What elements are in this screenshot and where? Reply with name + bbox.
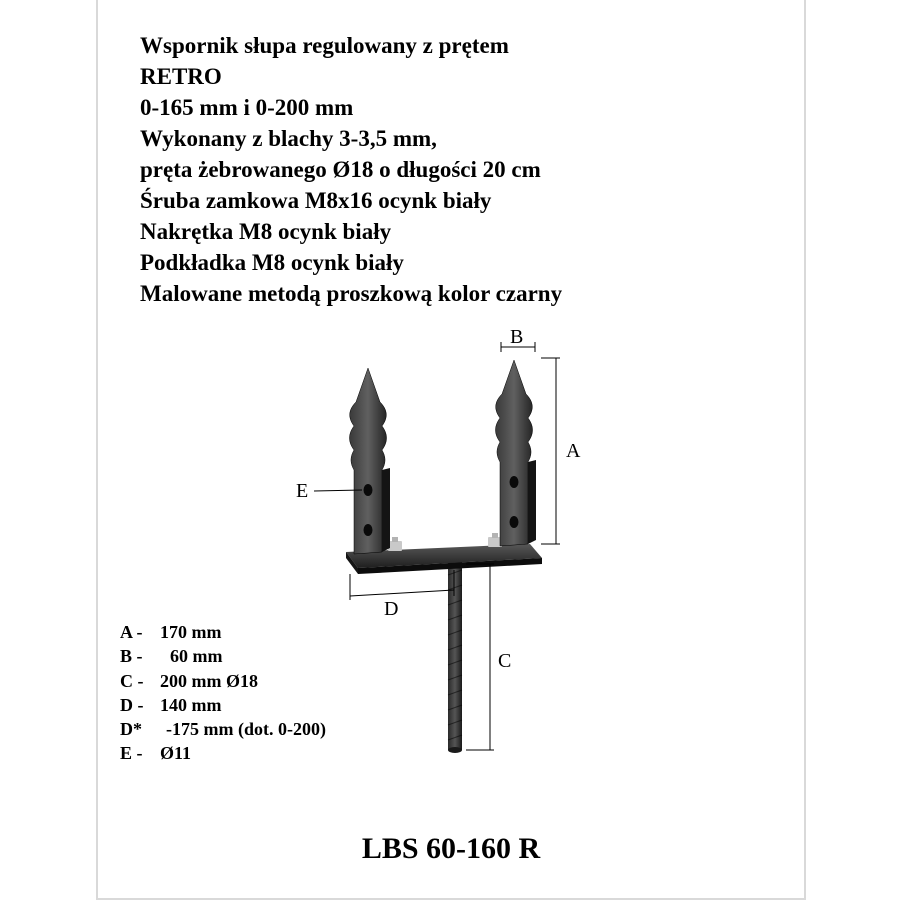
dim-val: 200 mm Ø18	[160, 669, 258, 693]
desc-line: Wykonany z blachy 3-3,5 mm,	[140, 123, 562, 154]
dim-label-B: B	[510, 326, 523, 349]
desc-line: RETRO	[140, 61, 562, 92]
desc-line: Nakrętka M8 ocynk biały	[140, 216, 562, 247]
bracket-illustration	[298, 340, 648, 780]
dim-val: 60 mm	[170, 644, 223, 668]
dim-key: A -	[120, 620, 160, 644]
dim-key: C -	[120, 669, 160, 693]
desc-line: Śruba zamkowa M8x16 ocynk biały	[140, 185, 562, 216]
dimension-list: A -170 mm B - 60 mm C -200 mm Ø18 D -140…	[120, 620, 326, 766]
dim-key: D*	[120, 717, 166, 741]
model-code: LBS 60-160 R	[98, 832, 804, 866]
dim-val: 175 mm (dot. 0-200)	[172, 717, 326, 741]
dim-label-D: D	[384, 598, 398, 621]
dim-val: Ø11	[160, 741, 191, 765]
desc-line: 0-165 mm i 0-200 mm	[140, 92, 562, 123]
dim-key: D -	[120, 693, 160, 717]
upright-left	[350, 368, 391, 554]
desc-line: Wspornik słupa regulowany z prętem	[140, 30, 562, 61]
product-description: Wspornik słupa regulowany z prętem RETRO…	[140, 30, 562, 309]
dim-val: 170 mm	[160, 620, 222, 644]
desc-line: Podkładka M8 ocynk biały	[140, 247, 562, 278]
dim-label-A: A	[566, 440, 580, 463]
technical-diagram: B A C D E	[298, 340, 648, 780]
dim-key: B -	[120, 644, 160, 668]
dim-key: E -	[120, 741, 160, 765]
rebar-rod	[448, 560, 462, 753]
dim-val: 140 mm	[160, 693, 222, 717]
desc-line: Malowane metodą proszkową kolor czarny	[140, 278, 562, 309]
desc-line: pręta żebrowanego Ø18 o długości 20 cm	[140, 154, 562, 185]
upright-right	[496, 360, 537, 546]
dim-label-E: E	[296, 480, 308, 503]
bolt-left	[388, 537, 402, 551]
dim-label-C: C	[498, 650, 511, 673]
product-sheet-frame: Wspornik słupa regulowany z prętem RETRO…	[96, 0, 806, 900]
